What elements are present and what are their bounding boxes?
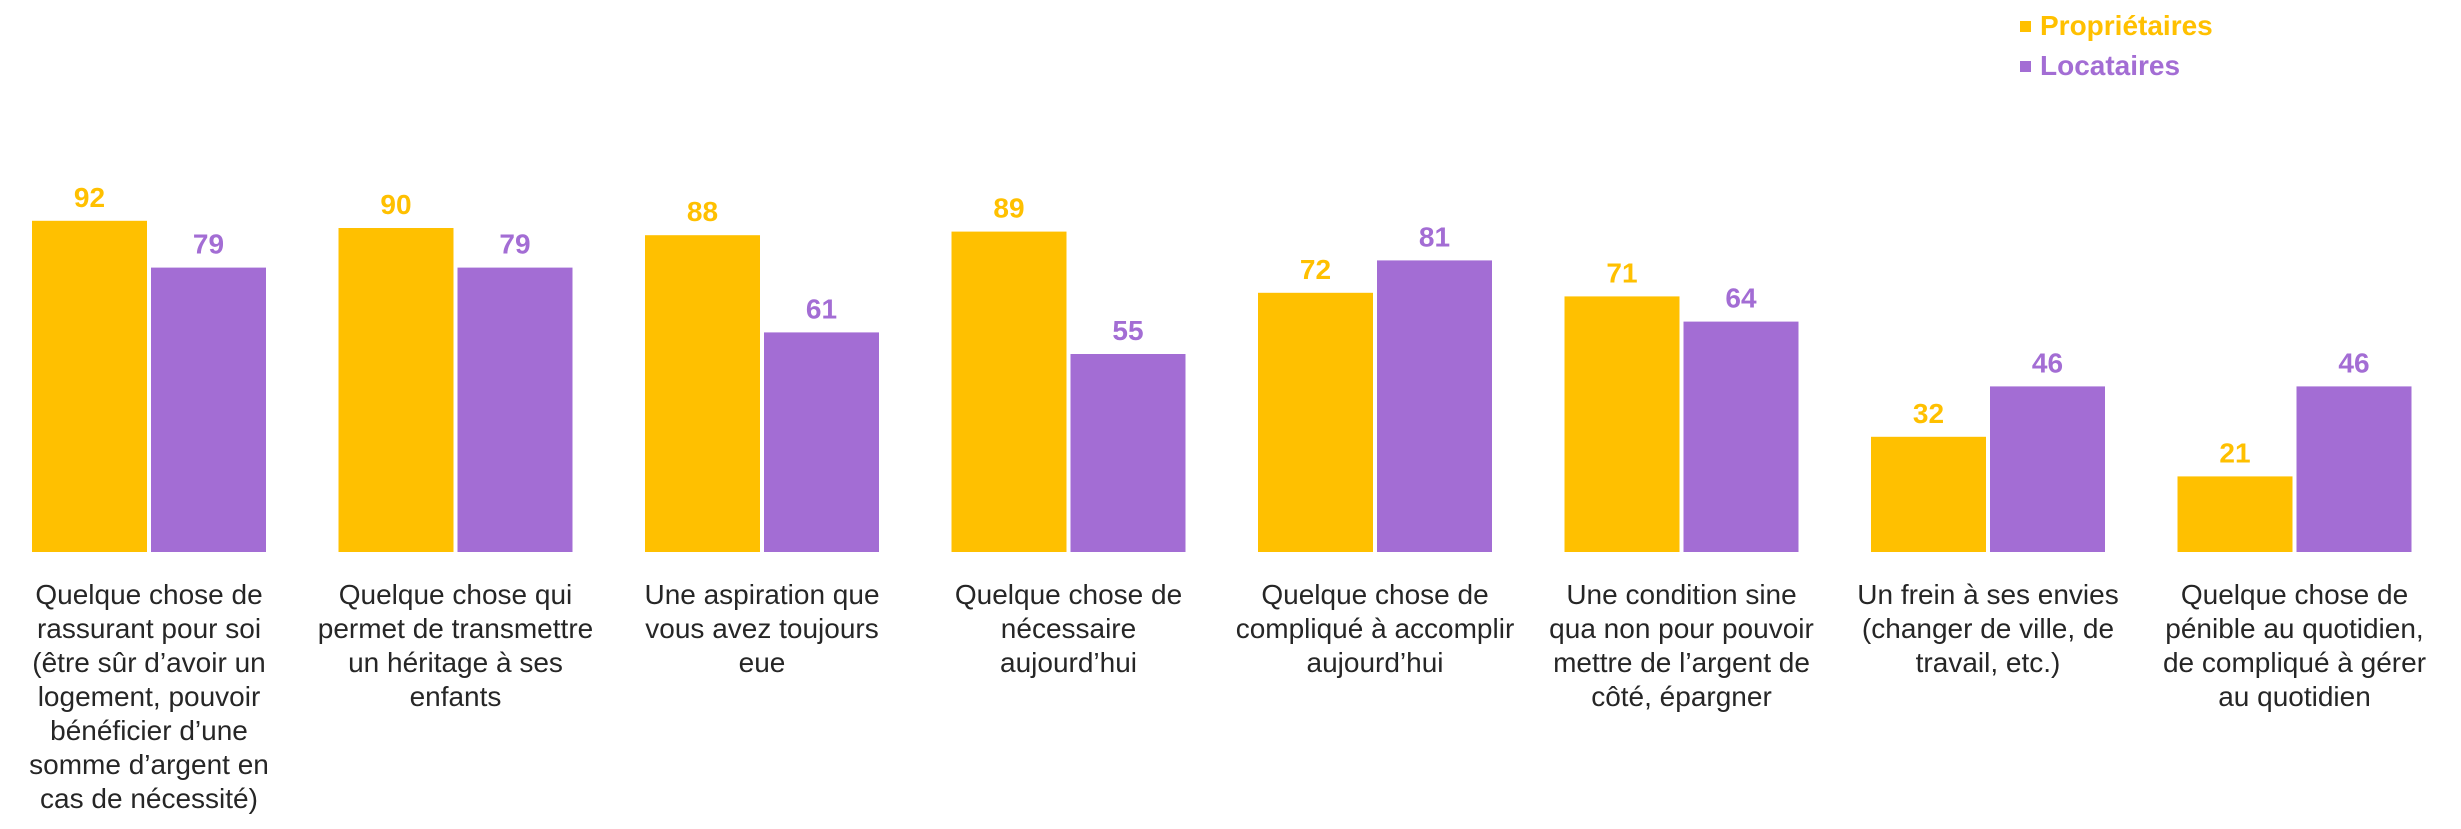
bar-proprietaires-7 <box>2177 476 2293 552</box>
bar-proprietaires-2 <box>645 235 760 552</box>
bar-locataires-2 <box>764 332 879 552</box>
legend-item-proprietaires: Propriétaires <box>2020 6 2213 46</box>
value-label-locataires-6: 46 <box>2032 347 2063 378</box>
bar-proprietaires-1 <box>338 228 454 552</box>
bars-group <box>32 220 2412 553</box>
value-label-proprietaires-7: 21 <box>2219 437 2250 468</box>
bar-proprietaires-0 <box>32 220 147 553</box>
value-label-proprietaires-3: 89 <box>993 193 1024 224</box>
legend: Propriétaires Locataires <box>2020 6 2213 86</box>
value-labels-group: 92 90 88 89 72 71 32 21 79 79 61 55 81 64 46 46 <box>74 182 2370 469</box>
value-label-locataires-1: 79 <box>499 229 530 260</box>
value-label-proprietaires-6: 32 <box>1913 398 1944 429</box>
legend-label-locataires: Locataires <box>2040 50 2181 81</box>
bar-locataires-6 <box>1990 386 2105 552</box>
bar-proprietaires-4 <box>1258 292 1373 552</box>
category-label: Quelque chose qui permet de transmettre … <box>317 579 594 712</box>
bar-locataires-5 <box>1683 321 1799 552</box>
bar-locataires-7 <box>2296 386 2412 552</box>
legend-swatch-proprietaires <box>2020 20 2031 32</box>
category-label: Quelque chose de pénible au quotidien, d… <box>2162 579 2427 712</box>
value-label-proprietaires-5: 71 <box>1606 257 1637 288</box>
category-label: Quelque chose de compliqué à accomplir a… <box>1235 579 1515 678</box>
value-label-locataires-7: 46 <box>2338 347 2369 378</box>
value-label-proprietaires-0: 92 <box>74 182 105 213</box>
bar-locataires-0 <box>151 267 266 552</box>
value-label-locataires-4: 81 <box>1419 221 1450 252</box>
legend-label-proprietaires: Propriétaires <box>2040 10 2213 41</box>
category-label: Un frein à ses envies (changer de ville,… <box>1857 579 2119 678</box>
bar-proprietaires-5 <box>1564 296 1680 552</box>
legend-swatch-locataires <box>2020 60 2031 72</box>
category-label: Quelque chose de rassurant pour soi (êtr… <box>29 579 269 814</box>
value-label-locataires-5: 64 <box>1725 283 1757 314</box>
value-label-locataires-2: 61 <box>806 293 837 324</box>
bar-proprietaires-6 <box>1871 436 1986 552</box>
value-label-locataires-3: 55 <box>1112 315 1143 346</box>
value-label-locataires-0: 79 <box>193 229 224 260</box>
bar-proprietaires-3 <box>951 231 1067 552</box>
category-label: Quelque chose de nécessaire aujourd’hui <box>954 579 1183 678</box>
value-label-proprietaires-4: 72 <box>1300 254 1331 285</box>
bar-locataires-3 <box>1070 354 1186 552</box>
category-label: Une aspiration que vous avez toujours eu… <box>644 579 880 678</box>
bar-locataires-1 <box>457 267 573 552</box>
legend-item-locataires: Locataires <box>2020 46 2213 86</box>
value-label-proprietaires-2: 88 <box>687 196 718 227</box>
bar-locataires-4 <box>1377 260 1492 552</box>
value-label-proprietaires-1: 90 <box>380 189 411 220</box>
category-label: Une condition sine qua non pour pouvoir … <box>1549 579 1814 712</box>
